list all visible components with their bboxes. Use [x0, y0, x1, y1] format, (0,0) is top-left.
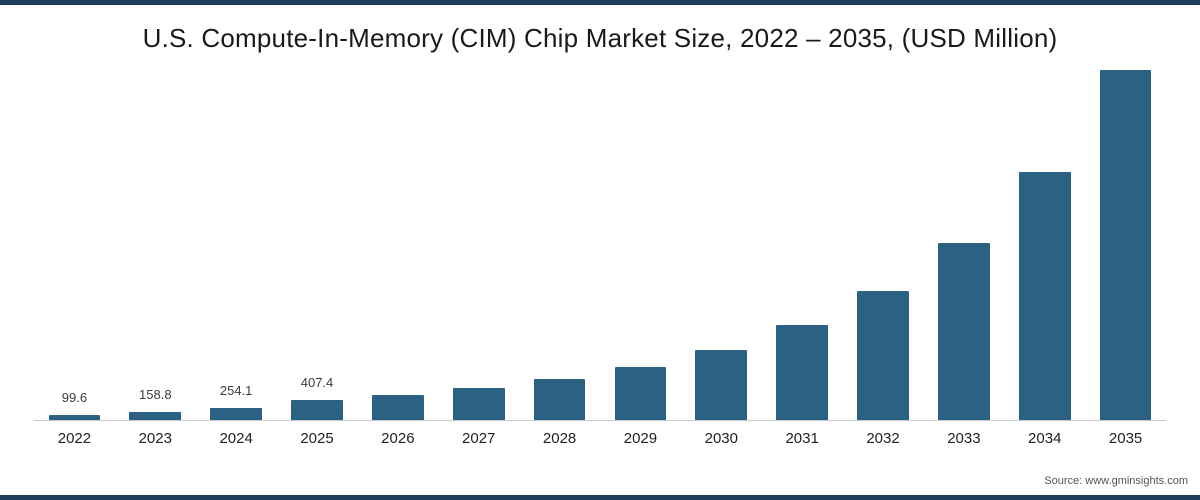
bar-2035: [1099, 70, 1152, 420]
bar-value-label-2024: 254.1: [219, 383, 253, 398]
bar-2034: [1018, 172, 1071, 420]
bar-2022: [48, 415, 101, 420]
bar-column-2022: 99.6: [34, 68, 115, 420]
x-tick-2023: 2023: [138, 430, 172, 447]
x-tick-2029: 2029: [623, 430, 658, 447]
bar-column-2028: [519, 68, 600, 420]
x-tick-2028: 2028: [542, 430, 577, 447]
bar-column-2030: [681, 68, 762, 420]
x-tick-2034: 2034: [1028, 430, 1062, 447]
x-axis-labels: 2022 2023 2024 2025 2026 2027 2028 2029 2030 2031…: [34, 421, 1166, 447]
bar-column-2025: 407.4: [277, 68, 358, 420]
bar-column-2029: [600, 68, 681, 420]
x-tick-2035: 2035: [1108, 430, 1143, 447]
bar-column-2027: [438, 68, 519, 420]
bar-value-label-2022: 99.6: [61, 390, 88, 405]
plot-area: 99.6 158.8 254.1 407.4: [34, 68, 1166, 421]
bar-column-2033: [923, 68, 1004, 420]
x-tick-2022: 2022: [57, 430, 92, 447]
bar-2027: [452, 388, 505, 420]
x-tick-2032: 2032: [866, 430, 900, 447]
bar-column-2024: 254.1: [196, 68, 277, 420]
bar-2023: [129, 412, 182, 420]
bar-2026: [371, 395, 424, 420]
bar-2032: [857, 291, 909, 420]
x-tick-2027: 2027: [462, 430, 496, 447]
bar-column-2031: [762, 68, 843, 420]
bar-2030: [695, 350, 748, 420]
bar-2024: [210, 408, 263, 420]
bar-value-label-2023: 158.8: [139, 387, 172, 402]
x-tick-2033: 2033: [947, 430, 981, 447]
x-tick-2025: 2025: [300, 430, 334, 447]
bar-column-2032: [843, 68, 924, 420]
bar-2025: [291, 400, 343, 420]
bar-column-2026: [357, 68, 438, 420]
x-tick-2026: 2026: [381, 430, 415, 447]
x-tick-2031: 2031: [785, 430, 819, 447]
bar-2033: [938, 243, 990, 420]
bar-column-2035: [1085, 68, 1166, 420]
x-tick-2024: 2024: [219, 430, 253, 447]
bar-column-2034: [1004, 68, 1085, 420]
plot-wrap: 99.6 158.8 254.1 407.4: [34, 68, 1166, 421]
source-credit: Source: www.gminsights.com: [1044, 475, 1188, 487]
x-tick-2030: 2030: [704, 430, 738, 447]
bar-2029: [614, 367, 667, 420]
bar-column-2023: 158.8: [115, 68, 196, 420]
bar-value-label-2025: 407.4: [300, 375, 334, 390]
bar-2031: [776, 325, 829, 420]
bar-2028: [533, 379, 586, 420]
chart-title: U.S. Compute-In-Memory (CIM) Chip Market…: [142, 23, 1058, 53]
